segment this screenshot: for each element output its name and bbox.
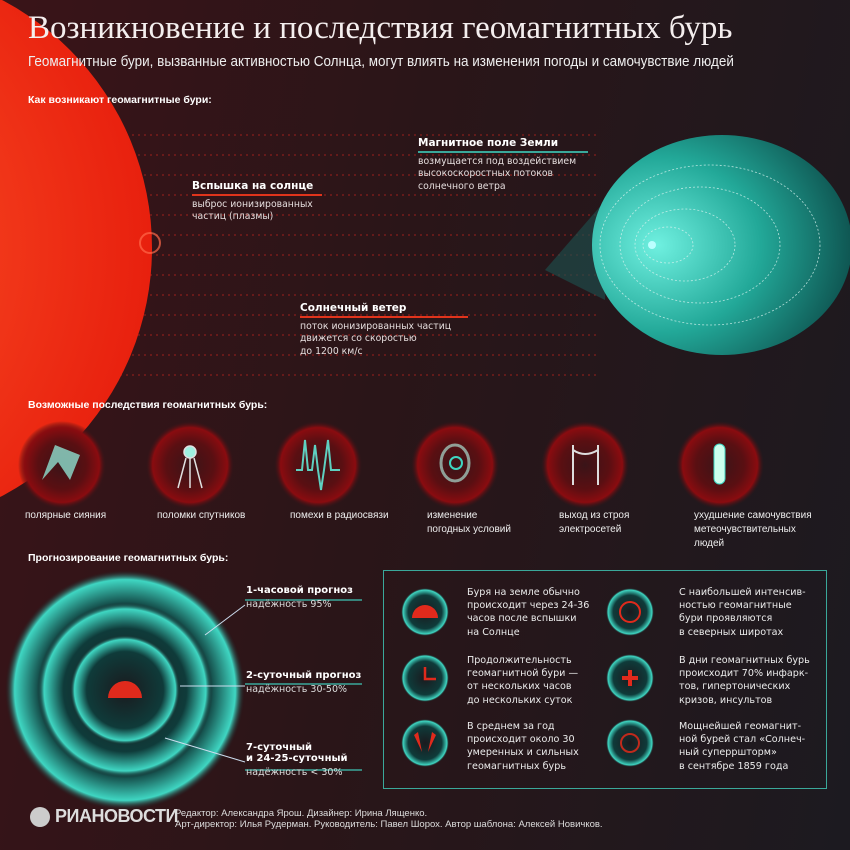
page-title: Возникновение и последствия геомагнитных… (28, 10, 733, 46)
forecast-title: и 24-25-суточный (246, 753, 348, 764)
pill-icon (713, 443, 726, 485)
page-subtitle: Геомагнитные бури, вызванные активностью… (28, 54, 734, 70)
fact-text: происходит через 24-36 (467, 600, 590, 612)
fact-text: кризов, инсультов (679, 694, 773, 706)
solar-wind-title: Солнечный ветер (300, 302, 407, 314)
power-line-icon (572, 445, 599, 485)
earth-magnetosphere (545, 135, 850, 355)
fact-text: часов после вспышки (467, 613, 577, 625)
consequence-text: людей (694, 538, 725, 549)
credits-line: Арт-директор: Илья Рудерман. Руководител… (175, 819, 603, 830)
flare-title: Вспышка на солнце (192, 180, 314, 192)
solar-wind-text-1: поток ионизированных частиц (300, 320, 452, 332)
radio-wave-icon (296, 439, 340, 491)
fact-text: на Солнце (467, 626, 520, 638)
fact-text: Мощнейшей геомагнит- (679, 721, 802, 732)
origin-heading: Как возникают геомагнитные бури: (28, 94, 212, 106)
forecast-heading: Прогнозирование геомагнитных бурь: (28, 552, 229, 564)
consequence-text: поломки спутников (157, 510, 246, 521)
consequence-text: погодных условий (427, 524, 511, 535)
fact-text: Продолжительность (467, 655, 572, 666)
credits-line: Редактор: Александра Ярош. Дизайнер: Ири… (175, 808, 428, 819)
ria-logo-icon (30, 807, 50, 827)
consequence-text: метеочувствительных (694, 524, 796, 535)
fact-yearly-count: В среднем за год происходит около 30 умере… (467, 720, 607, 773)
forecast-rings (5, 570, 362, 810)
sun-rays-icon (108, 681, 142, 698)
fact-superstorm-1859: Мощнейшей геомагнит-ной бурей стал «Солн… (679, 720, 819, 773)
consequence-label-power: выход из строя электросетей (559, 509, 629, 537)
consequences-heading: Возможные последствия геомагнитных бурь: (28, 399, 268, 411)
forecast-title: 1-часовой прогноз (246, 585, 353, 596)
fact-text: умеренных и сильных (467, 747, 579, 759)
fact-duration: Продолжительность геомагнитной бури — от н… (467, 654, 607, 707)
fact-text: геомагнитной бури — (467, 668, 579, 680)
flare-text-1: выброс ионизированных (192, 198, 313, 210)
fact-text: происходит около 30 (467, 734, 575, 746)
forecast-reliability: надёжность 95% (246, 599, 332, 610)
fact-text: тов, гипертонических (679, 681, 791, 693)
forecast-reliability: надёжность < 30% (246, 767, 343, 778)
consequence-text: выход из строя (559, 510, 630, 521)
credits: Редактор: Александра Ярош. Дизайнер: Ири… (175, 808, 603, 830)
fact-text: ной бурей стал «Солнеч- (679, 734, 806, 746)
consequence-text: полярные сияния (25, 510, 107, 521)
fact-text: в сентябре 1859 года (679, 760, 789, 772)
consequence-text: ухудшение самочувствия (694, 510, 812, 521)
magnetic-field-text-3: солнечного ветра (418, 180, 506, 192)
fact-health-impact: В дни геомагнитных бурь происходит 70% ин… (679, 654, 829, 707)
consequence-text: изменение (427, 510, 478, 521)
fact-icons (401, 588, 654, 767)
consequence-label-radio: помехи в радиосвязи (290, 509, 389, 523)
fact-text: от нескольких часов (467, 681, 572, 693)
fact-storm-delay: Буря на земле обычно происходит через 24-… (467, 586, 607, 639)
facts-panel (383, 570, 827, 789)
fact-text: в северных широтах (679, 626, 784, 638)
solar-flare (139, 232, 161, 254)
forecast-item-2d: 2-суточный прогноз надёжность 30-50% (246, 670, 361, 695)
fact-text: до нескольких суток (467, 694, 573, 706)
fact-text: Буря на земле обычно (467, 587, 580, 598)
solar-wind-text-3: до 1200 км/с (300, 345, 363, 357)
forecast-item-1h: 1-часовой прогноз надёжность 95% (246, 585, 353, 610)
forecast-title: 7-суточный (246, 742, 313, 753)
magnetic-field-title: Магнитное поле Земли (418, 137, 559, 149)
fact-northern-latitudes: С наибольшей интенсив-ностью геомагнитны… (679, 586, 819, 639)
earth (648, 241, 656, 249)
fact-text: бури проявляются (679, 613, 773, 625)
fact-text: геомагнитных бурь (467, 760, 566, 772)
solar-wind-text-2: движется со скоростью (300, 333, 417, 344)
consequence-text: помехи в радиосвязи (290, 510, 389, 521)
consequence-label-satellites: поломки спутников (157, 509, 245, 523)
consequence-label-weather: изменение погодных условий (427, 509, 511, 537)
fact-text: В дни геомагнитных бурь (679, 655, 810, 666)
solar-wind-label: Солнечный ветер поток ионизированных час… (300, 302, 470, 358)
ria-novosti-logo: РИАНОВОСТИ (55, 806, 178, 826)
magnetic-field-text-2: высокоскоростных потоков (418, 168, 553, 179)
fact-text: происходит 70% инфарк- (679, 668, 809, 680)
forecast-reliability: надёжность 30-50% (246, 684, 348, 695)
fact-text: С наибольшей интенсив- (679, 587, 806, 598)
magnetic-field-label: Магнитное поле Земли возмущается под воз… (418, 137, 588, 193)
fact-text: ный суперршторм» (679, 747, 777, 759)
satellite-icon (177, 445, 203, 489)
consequence-text: электросетей (559, 524, 622, 535)
aurora-icon (42, 445, 80, 480)
flare-label: Вспышка на солнце выброс ионизированных … (192, 180, 322, 224)
magnetic-field-text-1: возмущается под воздействием (418, 155, 577, 167)
fact-text: В среднем за год (467, 721, 555, 732)
fact-text: ностью геомагнитные (679, 600, 792, 612)
consequence-icons (18, 421, 764, 509)
forecast-title: 2-суточный прогноз (246, 670, 362, 681)
flare-text-2: частиц (плазмы) (192, 211, 274, 222)
cyclone-icon (439, 443, 471, 483)
forecast-item-7d: 7-суточный и 24-25-суточный надёжность <… (246, 742, 348, 778)
consequence-label-health: ухудшение самочувствия метеочувствительны… (694, 509, 812, 551)
consequence-label-aurora: полярные сияния (25, 509, 106, 523)
sun (0, 0, 152, 497)
